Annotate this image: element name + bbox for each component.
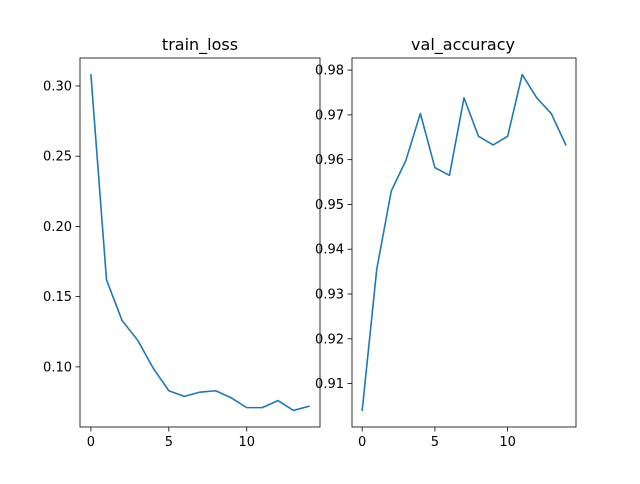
y-tick-label: 0.92 <box>315 332 344 347</box>
y-tick-label: 0.91 <box>315 377 344 392</box>
y-tick-label: 0.25 <box>43 150 72 165</box>
x-tick-label: 0 <box>358 435 366 450</box>
y-tick-label: 0.10 <box>43 360 72 375</box>
x-tick-label: 10 <box>238 435 255 450</box>
series-line <box>362 75 566 411</box>
x-tick-label: 5 <box>165 435 173 450</box>
y-tick-label: 0.95 <box>315 198 344 213</box>
chart-title: train_loss <box>162 35 238 55</box>
y-tick-label: 0.96 <box>315 153 344 168</box>
subplot-train-loss: train_loss 0 5 10 0.10 0.15 0.20 0.25 0.30 <box>43 35 320 450</box>
y-tick-label: 0.93 <box>315 287 344 302</box>
y-tick-label: 0.97 <box>315 108 344 123</box>
x-tick-label: 10 <box>499 435 516 450</box>
subplot-val-accuracy: val_accuracy 0 5 10 0.91 0.92 0.93 0.94 0.95 0.9… <box>315 35 576 450</box>
y-tick-label: 0.20 <box>43 220 72 235</box>
y-tick-label: 0.15 <box>43 290 72 305</box>
x-tick-label: 5 <box>431 435 439 450</box>
series-line <box>91 75 309 411</box>
x-tick-label: 0 <box>87 435 95 450</box>
y-tick-label: 0.98 <box>315 64 344 79</box>
chart-title: val_accuracy <box>411 35 515 55</box>
axes-frame <box>352 58 576 427</box>
y-tick-label: 0.30 <box>43 79 72 94</box>
axes-frame <box>80 58 320 427</box>
y-tick-label: 0.94 <box>315 243 344 258</box>
